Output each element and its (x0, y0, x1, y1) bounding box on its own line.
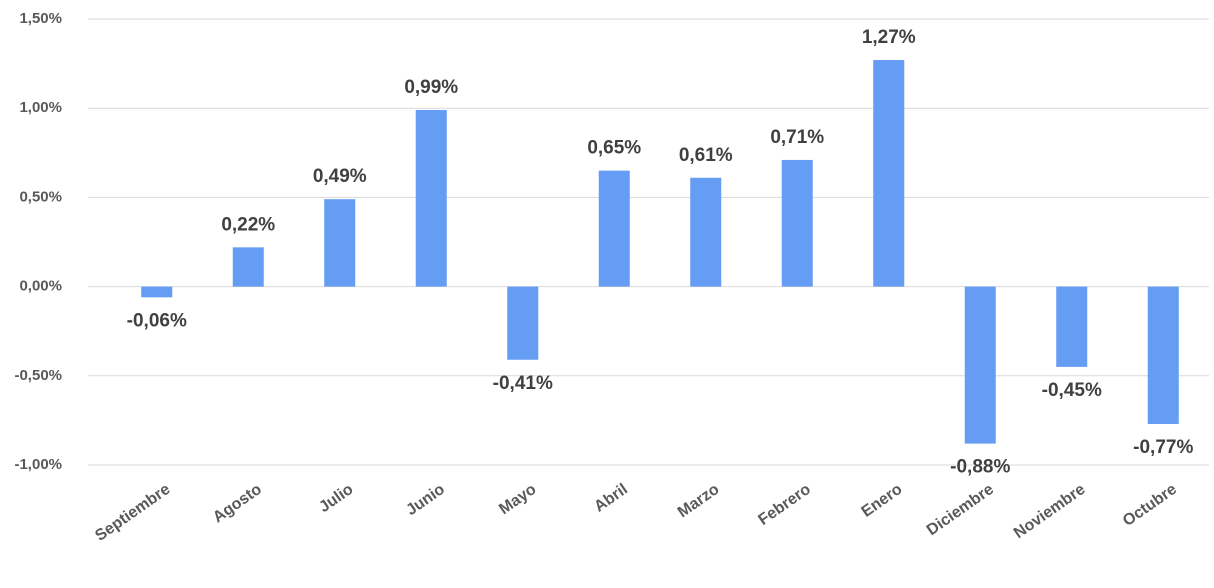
value-label: -0,88% (950, 457, 1010, 478)
bar (1056, 286, 1088, 367)
value-label: -0,45% (1042, 380, 1102, 401)
x-tick-label: Noviembre (1011, 481, 1089, 542)
y-tick-label: -0,50% (14, 367, 62, 384)
value-label: -0,06% (127, 310, 187, 331)
bar (598, 170, 630, 287)
x-tick-label: Junio (403, 481, 448, 520)
value-label: 0,61% (679, 145, 733, 166)
bar (141, 286, 173, 298)
y-tick-label: 0,50% (19, 188, 62, 205)
x-tick-label: Febrero (755, 481, 814, 529)
x-tick-label: Septiembre (92, 481, 173, 545)
x-tick-label: Abril (591, 481, 631, 516)
value-label: -0,41% (493, 373, 553, 394)
y-tick-label: 0,00% (19, 278, 62, 295)
x-tick-label: Octubre (1120, 481, 1180, 530)
x-tick-label: Enero (859, 481, 906, 521)
value-label: 0,49% (313, 166, 367, 187)
bar (507, 286, 539, 360)
bar (1147, 286, 1179, 424)
bar (964, 286, 996, 444)
x-tick-label: Marzo (675, 481, 723, 522)
bar (415, 109, 447, 287)
value-label: 0,99% (404, 77, 458, 98)
x-tick-label: Mayo (496, 481, 539, 519)
y-tick-label: 1,00% (19, 99, 62, 116)
x-tick-label: Diciembre (924, 481, 997, 539)
bar (232, 247, 264, 287)
bar (781, 159, 813, 287)
value-label: 0,65% (587, 138, 641, 159)
x-tick-label: Agosto (210, 481, 265, 527)
value-label: -0,77% (1133, 437, 1193, 458)
bar (873, 60, 905, 287)
x-tick-label: Julio (316, 481, 357, 516)
y-tick-label: -1,00% (14, 456, 62, 473)
value-label: 1,27% (862, 27, 916, 48)
value-label: 0,71% (770, 127, 824, 148)
bar (324, 199, 356, 287)
bar (690, 177, 722, 287)
value-label: 0,22% (221, 214, 275, 235)
y-tick-label: 1,50% (19, 10, 62, 27)
